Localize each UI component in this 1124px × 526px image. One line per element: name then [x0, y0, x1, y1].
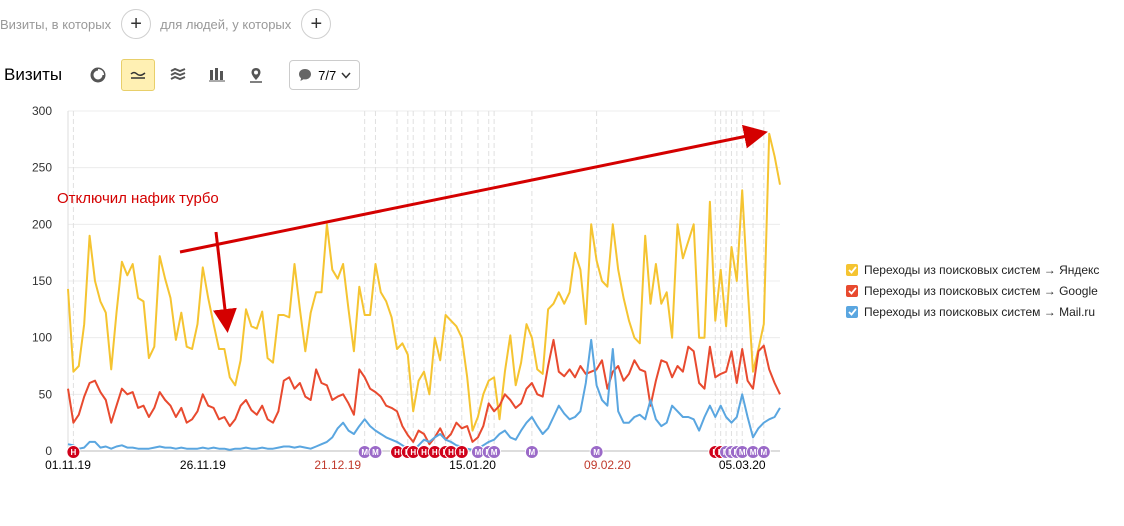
chart-series [67, 132, 781, 452]
bar-chart-icon[interactable] [201, 59, 233, 91]
x-tick-label: 05.03.20 [719, 458, 766, 472]
holiday-marker-label: Н [394, 448, 400, 457]
legend-item-google[interactable]: Переходы из поисковых систем → Google [846, 280, 1099, 301]
mail-marker-label: M [760, 448, 767, 457]
holiday-marker-label: Н [432, 448, 438, 457]
series-line-1 [67, 338, 781, 446]
holiday-marker-label: Н [448, 448, 454, 457]
mail-marker-label: M [361, 448, 368, 457]
holiday-marker-label: Н [459, 448, 465, 457]
mail-marker-label: M [593, 448, 600, 457]
y-tick-label: 150 [32, 274, 52, 288]
add-visit-condition-button[interactable]: + [121, 9, 152, 39]
series-line-2 [67, 338, 781, 452]
user-annotation: Отключил нафик турбо [57, 124, 768, 333]
holiday-marker [454, 445, 469, 459]
x-axis: 01.11.19 26.11.19 21.12.19 15.01.20 09.02.20… [45, 458, 766, 472]
pie-chart-icon[interactable] [82, 59, 114, 91]
visits-condition-label: Визиты, в которых [0, 16, 112, 32]
holiday-marker-label: Н [421, 448, 427, 457]
mail-marker [589, 445, 604, 459]
annotation-arrow-down [213, 231, 237, 333]
mail-marker-label: M [529, 448, 536, 457]
holiday-marker-label: Н [410, 448, 416, 457]
annotations-dropdown[interactable]: 7/7 [289, 60, 361, 90]
chart-legend: Переходы из поисковых систем → Яндекс Пе… [846, 259, 1099, 322]
area-chart-icon[interactable] [162, 59, 194, 91]
annotations-count: 7/7 [318, 67, 337, 83]
segment-builder: Визиты, в которых + для людей, у которых… [0, 8, 340, 40]
mail-marker-label: M [739, 448, 746, 457]
legend-checkbox-yandex[interactable] [846, 263, 858, 276]
x-tick-label: 01.11.19 [45, 458, 91, 472]
y-tick-label: 50 [39, 387, 53, 401]
mail-marker [524, 445, 539, 459]
metric-title: Визиты [4, 65, 63, 84]
chart-grid [67, 110, 780, 452]
annotation-arrow-up [179, 124, 768, 254]
legend-checkbox-mailru[interactable] [846, 305, 858, 318]
legend-label-google: Переходы из поисковых систем → Google [864, 283, 1098, 298]
line-chart-icon[interactable] [121, 59, 156, 91]
holiday-marker [66, 445, 81, 459]
people-condition-label: для людей, у которых [160, 16, 292, 32]
chart-toolbar: Визиты 7/7 [0, 58, 361, 92]
y-tick-label: 100 [32, 331, 52, 345]
mail-marker [368, 445, 383, 459]
holiday-marker-label: Н [71, 448, 77, 457]
y-axis: 0 50 100 150 200 250 300 [32, 104, 52, 458]
legend-label-mailru: Переходы из поисковых систем → Mail.ru [864, 304, 1096, 319]
add-people-condition-button[interactable]: + [301, 9, 332, 39]
x-tick-label: 09.02.20 [584, 458, 631, 472]
y-tick-label: 300 [32, 104, 52, 118]
mail-marker [487, 445, 502, 459]
map-icon[interactable] [240, 59, 272, 91]
event-markers: НMMННННННННMMMMMННMMMMMM [66, 445, 771, 459]
annotation-text: Отключил нафик турбо [57, 190, 219, 207]
chevron-down-icon [341, 72, 351, 79]
legend-item-mailru[interactable]: Переходы из поисковых систем → Mail.ru [846, 301, 1099, 322]
y-tick-label: 0 [45, 444, 52, 458]
legend-label-yandex: Переходы из поисковых систем → Яндекс [864, 262, 1100, 277]
mail-marker-label: M [491, 448, 498, 457]
mail-marker-label: M [372, 448, 379, 457]
x-tick-label: 26.11.19 [180, 458, 226, 472]
x-tick-label: 21.12.19 [314, 458, 361, 472]
comment-icon [299, 69, 312, 81]
legend-item-yandex[interactable]: Переходы из поисковых систем → Яндекс [846, 259, 1099, 280]
x-tick-label: 15.01.20 [449, 458, 496, 472]
y-tick-label: 250 [32, 161, 52, 175]
mail-marker [756, 445, 771, 459]
legend-checkbox-google[interactable] [846, 284, 858, 297]
mail-marker-label: M [475, 448, 482, 457]
series-line-0 [67, 132, 781, 432]
y-tick-label: 200 [32, 217, 52, 231]
mail-marker-label: M [750, 448, 757, 457]
